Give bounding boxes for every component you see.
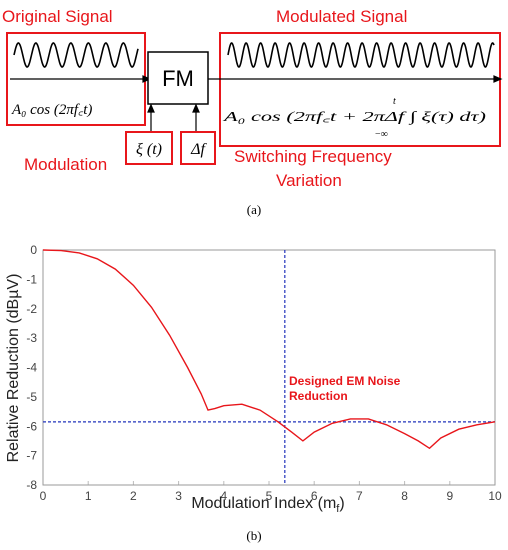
x-tick-label: 1 xyxy=(85,489,92,503)
xi-input-box xyxy=(125,131,173,165)
x-tick-labels: 0 1 2 3 4 5 6 7 8 9 10 xyxy=(40,489,502,503)
y-tick-label: -5 xyxy=(26,390,37,404)
x-tick-label: 9 xyxy=(446,489,453,503)
x-tick-label: 0 xyxy=(40,489,47,503)
annotation-line2: Reduction xyxy=(289,389,348,403)
y-tick-label: -3 xyxy=(26,331,37,345)
signal-arrows xyxy=(10,75,503,132)
x-tick-label: 6 xyxy=(311,489,318,503)
integral-lower-limit: −∞ xyxy=(375,129,388,140)
annotation-line1: Designed EM Noise xyxy=(289,374,401,388)
y-tick-label: -1 xyxy=(26,272,37,286)
y-tick-label: 0 xyxy=(30,243,37,257)
y-tick-label: -4 xyxy=(26,361,37,375)
x-tick-label: 2 xyxy=(130,489,137,503)
modulated-formula: A₀ cos (2πf꜀t + 2πΔf ∫ ξ(τ) dτ) xyxy=(222,110,486,125)
x-tick-label: 8 xyxy=(401,489,408,503)
switching-label-line1: Switching Frequency xyxy=(234,147,392,166)
modulated-signal-box xyxy=(219,32,501,147)
x-tick-label: 4 xyxy=(220,489,227,503)
reduction-chart: 0 -1 -2 -3 -4 -5 -6 -7 -8 0 1 2 3 4 5 6 7 8 9 10 Designed … xyxy=(5,243,502,543)
y-axis-title: Relative Reduction (dBµV) xyxy=(5,274,22,463)
fm-diagram: Original Signal Modulated Signal FM A₀ c… xyxy=(2,7,503,217)
original-signal-label: Original Signal xyxy=(2,7,113,26)
fm-block xyxy=(147,51,209,105)
x-tick-label: 10 xyxy=(488,489,502,503)
y-tick-label: -7 xyxy=(26,449,37,463)
x-tick-label: 7 xyxy=(356,489,363,503)
y-tick-label: -6 xyxy=(26,419,37,433)
y-tick-label: -8 xyxy=(26,478,37,492)
delta-f-input-label: Δf xyxy=(190,141,207,158)
original-formula: A₀ cos (2πf꜀t) xyxy=(11,102,92,118)
modulation-label: Modulation xyxy=(24,155,107,174)
x-axis-title: Modulation Index (mf) xyxy=(191,495,344,515)
plot-area-frame xyxy=(42,249,496,486)
original-sine-wave xyxy=(13,42,139,68)
delta-f-input-box xyxy=(180,131,216,165)
reduction-curve xyxy=(42,249,496,450)
y-tick-labels: 0 -1 -2 -3 -4 -5 -6 -7 -8 xyxy=(26,243,37,492)
y-tick-label: -2 xyxy=(26,302,37,316)
x-tick-label: 5 xyxy=(266,489,273,503)
fm-block-label: FM xyxy=(162,66,194,91)
tick-marks xyxy=(42,481,496,485)
caption-a: (a) xyxy=(247,202,261,217)
modulated-signal-label: Modulated Signal xyxy=(276,7,407,26)
xi-input-label: ξ (t) xyxy=(136,141,162,158)
switching-label-line2: Variation xyxy=(276,171,342,190)
modulated-sine-wave xyxy=(227,42,495,68)
integral-upper-limit: t xyxy=(393,96,396,107)
x-tick-label: 3 xyxy=(175,489,182,503)
caption-b: (b) xyxy=(246,528,261,543)
